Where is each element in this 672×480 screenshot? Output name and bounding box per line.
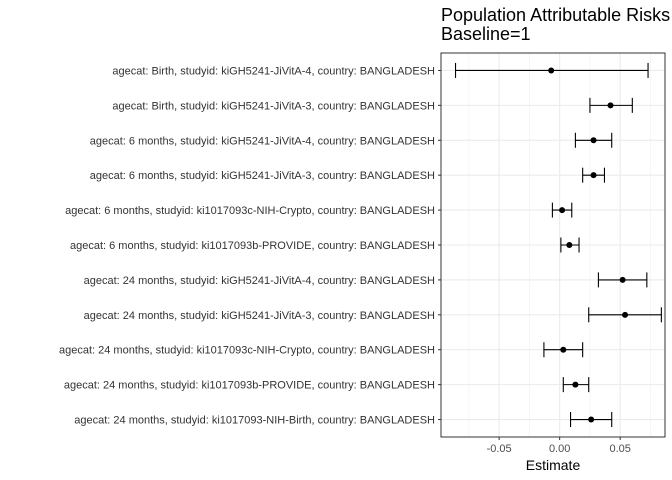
row-label: agecat: 6 months, studyid: kiGH5241-JiVi… [90, 170, 435, 182]
estimate-point [572, 381, 579, 388]
estimate-row [560, 237, 580, 253]
row-label: agecat: Birth, studyid: kiGH5241-JiVitA-… [112, 100, 435, 112]
estimate-row [543, 342, 584, 358]
estimate-row [454, 62, 649, 78]
x-tick-label: 0.05 [609, 443, 630, 455]
marks [454, 62, 662, 428]
estimate-point [619, 276, 626, 283]
estimate-point [607, 102, 614, 109]
estimate-point [590, 172, 597, 179]
x-axis-label: Estimate [526, 457, 581, 473]
estimate-point [560, 346, 567, 353]
estimate-point [559, 207, 566, 214]
chart-title: Population Attributable Risks [441, 5, 671, 25]
estimate-row [574, 132, 613, 148]
estimate-point [588, 416, 595, 423]
x-axis: -0.05 0.00 0.05 [487, 437, 631, 455]
estimate-row [597, 272, 648, 288]
estimate-row [562, 377, 590, 393]
row-label: agecat: 6 months, studyid: ki1017093c-NI… [65, 205, 435, 217]
estimate-point [590, 137, 597, 144]
row-label: agecat: Birth, studyid: kiGH5241-JiVitA-… [112, 65, 435, 77]
estimate-row [582, 167, 606, 183]
estimate-point [566, 242, 573, 248]
grid [441, 53, 665, 437]
row-label: agecat: 24 months, studyid: ki1017093-NI… [74, 415, 435, 427]
row-label: agecat: 6 months, studyid: ki1017093b-PR… [70, 240, 435, 252]
row-label: agecat: 24 months, studyid: ki1017093c-N… [59, 345, 435, 357]
estimate-point [622, 311, 629, 318]
estimate-row [551, 202, 573, 218]
row-label: agecat: 6 months, studyid: kiGH5241-JiVi… [90, 135, 435, 147]
estimate-point [548, 67, 555, 74]
row-label: agecat: 24 months, studyid: ki1017093b-P… [64, 380, 435, 392]
row-label: agecat: 24 months, studyid: kiGH5241-JiV… [84, 275, 435, 287]
estimate-row [570, 412, 613, 428]
row-label: agecat: 24 months, studyid: kiGH5241-JiV… [84, 310, 435, 322]
row-labels: agecat: Birth, studyid: kiGH5241-JiVitA-… [59, 65, 441, 427]
x-tick-label: 0.00 [549, 443, 570, 455]
estimate-row [589, 97, 633, 113]
chart-subtitle: Baseline=1 [441, 24, 531, 44]
x-tick-label: -0.05 [487, 443, 512, 455]
estimate-row [588, 307, 662, 323]
